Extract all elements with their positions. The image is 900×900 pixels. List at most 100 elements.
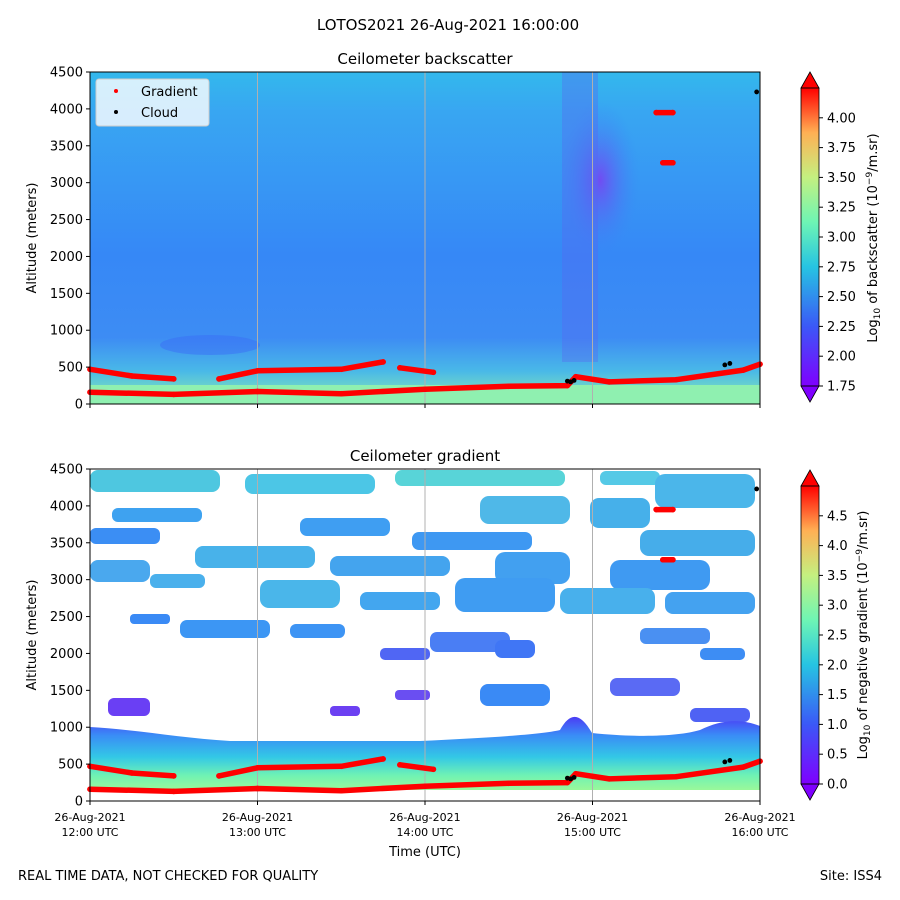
backscatter-gradient-point	[564, 382, 571, 389]
gradient-gradient-point	[670, 556, 676, 563]
backscatter-gradient-point	[338, 366, 345, 373]
gradient-gradient-point	[254, 765, 261, 771]
backscatter-colorbar-tick-label: 4.00	[827, 111, 856, 126]
gradient-gradient-point	[422, 783, 428, 790]
gradient-colorbar: 0.0 0.5 1.0 1.5 2.0 2.5 3.0 3.5 4.0 4.5 Log10 of …	[800, 469, 873, 801]
gradient-x-tick-label: 15:00 UTC	[564, 826, 621, 839]
legend-cloud-label: Cloud	[141, 106, 178, 121]
gradient-patch	[412, 532, 532, 550]
gradient-patch	[150, 574, 205, 588]
backscatter-marks	[87, 89, 763, 398]
gradient-cloud-point	[571, 774, 577, 780]
gradient-colorbar-tick-label: 3.0	[827, 599, 848, 614]
backscatter-gradient-point	[397, 365, 403, 371]
backscatter-colorbar-tick-label: 1.75	[827, 380, 856, 395]
backscatter-colorbar-tick-label: 2.25	[827, 320, 856, 335]
backscatter-y-tick-label: 4500	[50, 66, 83, 81]
site-label: Site: ISS4	[819, 869, 882, 884]
backscatter-gradient-point	[338, 390, 345, 397]
gradient-x-tick-label: 26-Aug-2021	[557, 811, 628, 824]
gradient-gradient-series	[216, 756, 386, 779]
backscatter-gradient-series	[87, 361, 763, 398]
backscatter-y-tick-label: 3500	[50, 139, 83, 154]
gradient-patch	[290, 624, 345, 638]
gradient-y-tick-label: 3500	[50, 536, 83, 551]
backscatter-gradient-point	[740, 367, 747, 373]
gradient-patch	[380, 648, 430, 660]
backscatter-y-tick-label: 1000	[50, 324, 83, 339]
gradient-gradient-point	[673, 773, 680, 780]
gradient-colorbar-tick-label: 2.0	[827, 658, 848, 673]
gradient-gradient-point	[170, 773, 177, 779]
gradient-patch	[655, 474, 755, 508]
gradient-patch	[112, 508, 202, 522]
gradient-gradient-point	[505, 780, 512, 787]
backscatter-low-region	[560, 100, 640, 260]
gradient-x-tick-label: 26-Aug-2021	[724, 811, 795, 824]
gradient-patch	[300, 518, 390, 536]
backscatter-y-tick-label: 1500	[50, 287, 83, 302]
gradient-panel: Ceilometer gradient	[25, 447, 873, 860]
backscatter-gradient-point	[670, 159, 676, 166]
backscatter-cloud-point	[754, 89, 760, 95]
backscatter-colorbar-label: Log10 of backscatter (10−9/m.sr)	[865, 133, 883, 342]
gradient-gradient-series	[397, 762, 437, 773]
gradient-y-tick-label: 500	[58, 758, 83, 773]
gradient-patch	[690, 708, 750, 722]
gradient-patch	[90, 560, 150, 582]
backscatter-colorbar-tick-label: 3.50	[827, 171, 856, 186]
gradient-gradient-point	[670, 506, 676, 513]
gradient-patch	[260, 580, 340, 608]
backscatter-gradient-point	[216, 376, 222, 382]
backscatter-gradient-series	[216, 359, 386, 382]
gradient-patch	[395, 470, 565, 486]
legend-cloud-marker	[114, 110, 118, 114]
backscatter-gradient-point	[673, 376, 680, 383]
backscatter-dark-patch	[160, 335, 260, 355]
quality-disclaimer: REAL TIME DATA, NOT CHECKED FOR QUALITY	[18, 869, 319, 884]
gradient-y-tick-label: 2000	[50, 647, 83, 662]
legend: Gradient Cloud	[95, 78, 210, 127]
gradient-gradient-point	[430, 766, 437, 773]
gradient-patch	[245, 474, 375, 494]
backscatter-y-tick-label: 0	[75, 398, 83, 413]
backscatter-colorbar-ticks: 1.75 2.00 2.25 2.50 2.75 3.00 3.25 3.50 3.75 4.00	[819, 111, 856, 395]
gradient-patch	[495, 640, 535, 658]
gradient-colorbar-tick-label: 2.5	[827, 629, 848, 644]
gradient-patch	[395, 690, 430, 700]
gradient-x-tick-label: 26-Aug-2021	[54, 811, 125, 824]
backscatter-gradient-point	[129, 373, 135, 379]
gradient-x-tick-label: 26-Aug-2021	[222, 811, 293, 824]
gradient-patch	[700, 648, 745, 660]
gradient-gradient-point	[653, 506, 659, 513]
gradient-gradient-point	[170, 788, 177, 795]
backscatter-cloud-point	[571, 377, 577, 383]
backscatter-colorbar-tick-label: 2.75	[827, 260, 856, 275]
gradient-patch	[640, 530, 755, 556]
gradient-cloud-point	[722, 759, 728, 765]
gradient-y-tick-label: 1500	[50, 684, 83, 699]
gradient-y-tick-label: 3000	[50, 573, 83, 588]
gradient-y-axis: 0 500 1000 1500 2000 2500 3000 3500 4000 4500	[50, 463, 90, 810]
gradient-patch	[665, 592, 755, 614]
gradient-gradient-point	[564, 779, 571, 786]
backscatter-gradient-point	[380, 359, 386, 365]
backscatter-colorbar-tick-label: 3.75	[827, 141, 856, 156]
backscatter-y-axis: 0 500 1000 1500 2000 2500 3000 3500 4000 4500	[50, 66, 90, 413]
legend-gradient-marker	[114, 89, 118, 93]
gradient-patch	[480, 684, 550, 706]
gradient-patch	[430, 632, 510, 652]
backscatter-y-tick-label: 4000	[50, 102, 83, 117]
gradient-x-tick-label: 26-Aug-2021	[389, 811, 460, 824]
gradient-x-tick-label: 14:00 UTC	[396, 826, 453, 839]
legend-box	[95, 78, 210, 127]
gradient-colorbar-min-arrow	[800, 783, 820, 801]
gradient-colorbar-label: Log10 of negative gradient (10−9/m.sr)	[855, 511, 873, 760]
gradient-x-tick-label: 12:00 UTC	[61, 826, 118, 839]
backscatter-gradient-point	[254, 368, 261, 374]
backscatter-gradient-point	[606, 379, 613, 385]
gradient-cloud-point	[727, 758, 733, 763]
gradient-gradient-point	[380, 756, 386, 762]
gradient-patch	[90, 470, 220, 492]
